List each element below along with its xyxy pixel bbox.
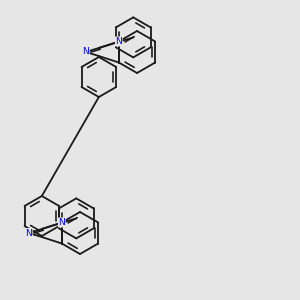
Text: N: N	[26, 229, 32, 238]
Text: N: N	[116, 37, 122, 46]
Text: N: N	[58, 218, 65, 227]
Text: N: N	[82, 47, 89, 56]
